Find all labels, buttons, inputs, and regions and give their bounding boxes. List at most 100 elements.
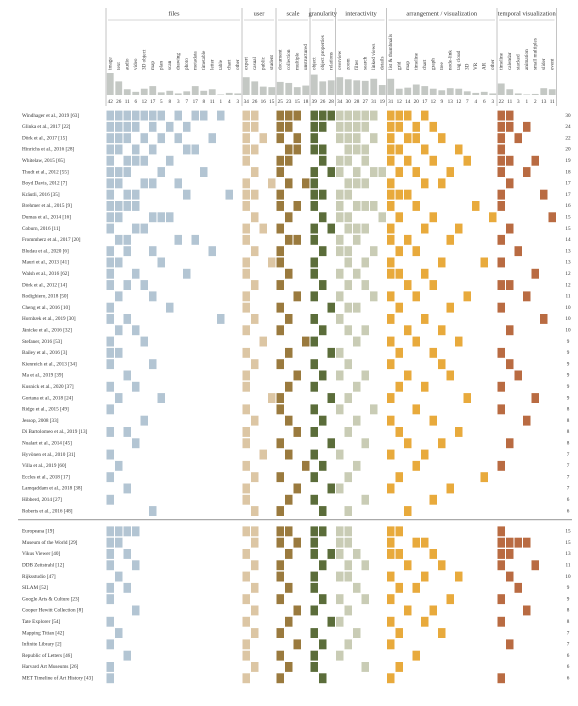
cell (310, 359, 318, 370)
cell (319, 110, 327, 121)
cell (421, 223, 429, 234)
cell (353, 144, 361, 155)
cell (455, 427, 463, 437)
cell (123, 549, 131, 559)
cell (276, 110, 284, 121)
row-label: DDB Zeitstrahl [12] (22, 563, 64, 569)
cell (506, 155, 514, 166)
row-total: 8 (567, 441, 570, 447)
cell (344, 246, 352, 257)
cell (344, 302, 352, 313)
row-label: Di Bartolomeo et al., 2019 [13] (22, 429, 88, 435)
column-count: 17 (422, 99, 428, 105)
row-label: Rijksstudio [47] (22, 574, 56, 580)
column-count: 11 (550, 99, 555, 105)
column-label: collection (286, 49, 292, 70)
cell (395, 347, 403, 358)
count-bar (412, 84, 420, 95)
count-bar (370, 78, 378, 95)
cell (344, 605, 352, 616)
cell (242, 404, 250, 415)
cell (336, 314, 344, 324)
cell (140, 155, 148, 166)
cell (123, 314, 131, 324)
column-count: 14 (405, 99, 411, 105)
cell (115, 537, 123, 548)
cell (387, 449, 395, 460)
row-label: SILAM [52] (22, 585, 48, 591)
cell (276, 167, 284, 177)
cell (106, 537, 114, 548)
cell (242, 201, 250, 211)
cell (251, 506, 259, 516)
cell (293, 605, 301, 616)
row-label: Mapping Titian [42] (22, 630, 64, 636)
cell (242, 549, 250, 559)
cell (387, 616, 395, 627)
cell (310, 144, 318, 155)
row-label: Windhager et al., 2019 [63] (22, 113, 79, 119)
column-label: image (107, 57, 113, 70)
row-total: 9 (567, 596, 570, 602)
column-count: 3 (491, 99, 494, 105)
row-label: Museum of the World [29] (22, 539, 78, 546)
row-total: 12 (565, 282, 571, 288)
row-total: 8 (567, 429, 570, 435)
row-total: 6 (567, 497, 570, 503)
cell (412, 133, 420, 144)
cell (242, 650, 250, 661)
cell (276, 594, 284, 605)
cell (395, 212, 403, 223)
count-bar (200, 90, 208, 95)
cell (310, 336, 318, 347)
cell (302, 336, 310, 347)
cell (140, 280, 148, 290)
cell (497, 526, 505, 537)
cell (242, 526, 250, 537)
cell (225, 189, 233, 200)
cell (310, 167, 318, 177)
cell (344, 393, 352, 403)
cell (106, 673, 114, 684)
row-label: Vikus Viewer [40] (22, 551, 60, 557)
column-count: 6 (483, 99, 486, 105)
cell (438, 628, 446, 638)
cell (514, 582, 522, 593)
cell (336, 291, 344, 302)
cell (412, 460, 420, 471)
cell (497, 189, 505, 200)
cell (123, 155, 131, 166)
cell (310, 189, 318, 200)
cell (387, 673, 395, 684)
column-count: 17 (193, 99, 199, 105)
column-label: map (150, 61, 156, 70)
cell (361, 325, 369, 336)
cell (242, 483, 250, 494)
cell (514, 133, 522, 144)
column-count: 5 (160, 99, 163, 105)
row-total: 19 (565, 158, 571, 164)
cell (336, 189, 344, 200)
cell (106, 560, 114, 571)
cell (251, 472, 259, 483)
cell (302, 460, 310, 471)
cell (446, 370, 454, 381)
column-count: 12 (142, 99, 148, 105)
column-count: 28 (329, 99, 335, 105)
column-label: grid (396, 61, 402, 70)
cell (353, 381, 361, 392)
cell (361, 662, 369, 672)
cell (123, 650, 131, 661)
row-total: 15 (565, 529, 571, 535)
cell (106, 155, 114, 166)
cell (251, 560, 259, 571)
cell (344, 639, 352, 650)
cell (506, 325, 514, 336)
cell (438, 438, 446, 449)
cell (106, 121, 114, 132)
cell (132, 605, 140, 616)
column-count: 7 (185, 99, 188, 105)
count-bar (395, 88, 403, 95)
cell (251, 628, 259, 638)
cell (293, 483, 301, 494)
